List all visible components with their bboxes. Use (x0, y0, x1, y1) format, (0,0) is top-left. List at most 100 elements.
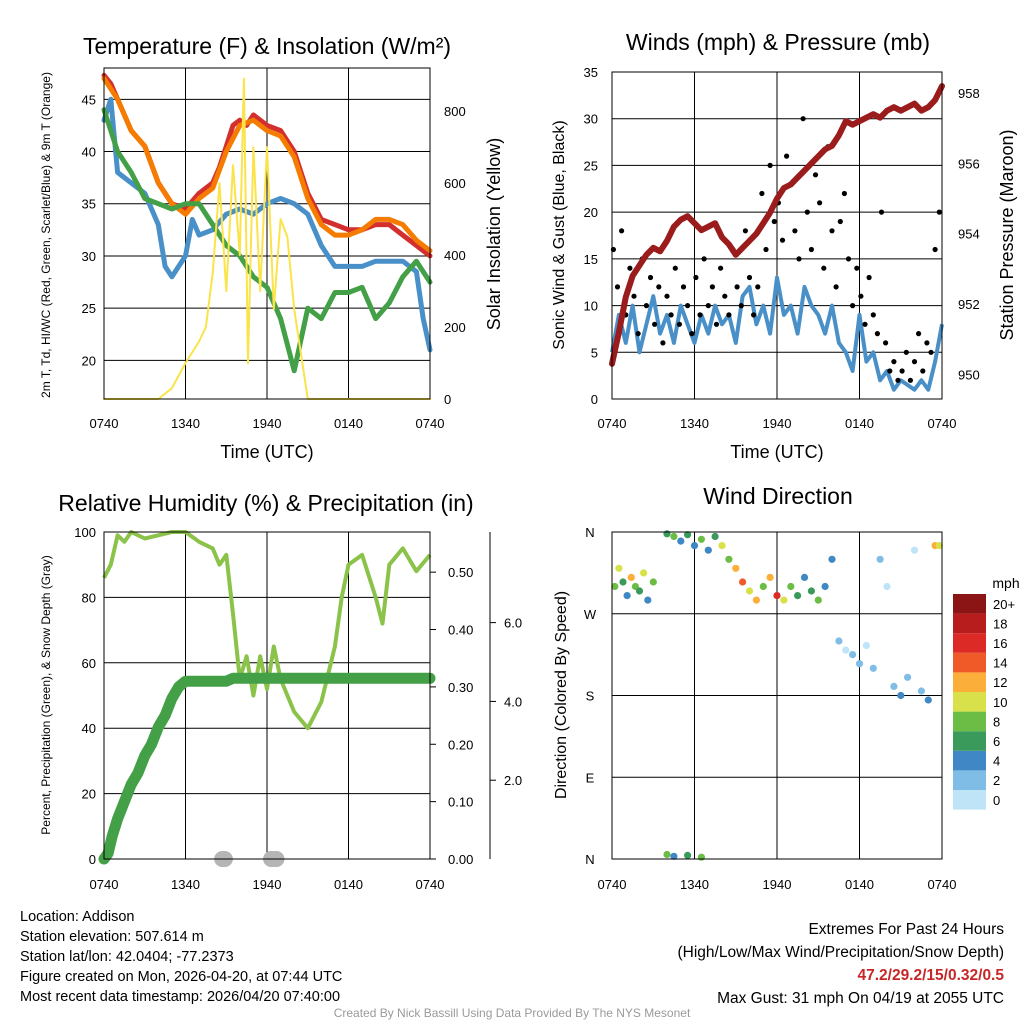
gust-point (878, 209, 885, 215)
speed-legend-swatch (953, 770, 986, 790)
winds-y-tick: 5 (591, 345, 598, 360)
wind-direction-point (883, 582, 891, 591)
direction-y-tick: N (585, 852, 594, 867)
gust-point (837, 218, 843, 225)
temperature-series-line (101, 96, 433, 353)
speed-legend-swatch (953, 672, 986, 692)
gust-point (742, 228, 749, 234)
station-info: Location: Addison Station elevation: 507… (20, 907, 342, 1007)
gust-point (899, 368, 905, 374)
wind-direction-point (842, 646, 850, 654)
wind-direction-y-label: Direction (Colored By Speed) (553, 591, 570, 799)
wind-direction-point (697, 853, 706, 861)
insolation-y-tick: 600 (444, 176, 466, 191)
pressure-y-label: Station Pressure (Maroon) (997, 129, 1017, 340)
precip-y-tick: 0.30 (448, 680, 473, 695)
gust-point (866, 274, 872, 281)
temperature-x-tick: 1940 (253, 416, 282, 431)
pressure-y-tick: 952 (958, 297, 980, 312)
gust-point (664, 293, 670, 299)
wind-direction-grid (612, 532, 942, 859)
gust-point (907, 377, 914, 383)
gust-point (755, 284, 761, 290)
snow-y-tick: 4.0 (504, 694, 522, 709)
wind-direction-ticks: 0740 1340 1940 0140 0740 N E S W N (584, 525, 957, 892)
gust-point (726, 312, 732, 318)
gust-point (619, 228, 625, 234)
gust-point (784, 153, 790, 159)
gust-point (631, 293, 637, 299)
wind-direction-point (615, 564, 623, 572)
temperature-panel: Temperature (F) & Insolation (W/m²) 0740… (39, 33, 504, 462)
gust-point (920, 368, 926, 374)
direction-x-tick: 0740 (598, 877, 627, 892)
direction-y-tick: N (585, 525, 594, 540)
winds-y-tick: 35 (584, 65, 598, 80)
gust-point (779, 237, 786, 243)
temperature-y-label: 2m T, Td, HI/WC (Red, Green, Scarlet/Blu… (39, 72, 53, 398)
wind-direction-point (780, 596, 788, 604)
extremes-box: Extremes For Past 24 Hours (High/Low/Max… (678, 918, 1005, 1010)
temperature-x-label: Time (UTC) (220, 442, 313, 462)
wind-direction-point (649, 578, 657, 586)
gust-point (722, 293, 728, 299)
temperature-ticks: 0740 1340 1940 0140 0740 20 25 30 35 40 45 0 200 400 6… (82, 92, 466, 431)
wind-direction-point (745, 587, 754, 595)
speed-legend-label: 2 (993, 773, 1000, 788)
gust-point (635, 331, 641, 337)
speed-legend-swatch (953, 711, 986, 732)
wind-direction-point (828, 555, 836, 563)
wind-direction-point (835, 637, 843, 645)
gust-point (767, 162, 773, 168)
extremes-title: Extremes For Past 24 Hours (808, 921, 1004, 938)
gust-point (697, 312, 703, 318)
station-elevation: Station elevation: 507.614 m (20, 929, 204, 945)
speed-legend-label: 16 (993, 636, 1007, 651)
winds-grid (612, 72, 942, 399)
winds-x-tick: 1340 (680, 416, 709, 431)
wind-direction-point (644, 596, 652, 604)
insolation-y-tick: 200 (444, 320, 466, 335)
winds-x-tick: 0140 (845, 416, 874, 431)
gust-point (833, 284, 839, 290)
credit-line: Created By Nick Bassill Using Data Provi… (333, 1006, 691, 1020)
precipitation-line (98, 672, 436, 865)
speed-legend-swatch (953, 692, 986, 712)
wind-direction-point (718, 542, 726, 550)
winds-y-tick: 15 (584, 252, 598, 267)
temperature-y-tick: 30 (82, 249, 96, 264)
speed-legend-label: 18 (993, 616, 1007, 631)
station-location: Location: Addison (20, 909, 135, 925)
temperature-y-tick: 40 (82, 145, 96, 160)
wind-direction-point (725, 555, 733, 563)
winds-x-tick: 0740 (928, 416, 957, 431)
temperature-y-tick: 20 (82, 353, 96, 368)
temperature-x-tick: 0140 (334, 416, 363, 431)
insolation-y-tick: 400 (444, 248, 466, 263)
gust-point (701, 256, 707, 262)
gust-point (746, 274, 753, 281)
gust-point (668, 312, 674, 318)
wind-direction-point (711, 532, 719, 541)
gust-point (693, 274, 699, 281)
winds-series (609, 83, 945, 392)
winds-y-tick: 0 (591, 392, 598, 407)
wind-direction-point (677, 537, 685, 545)
wind-direction-point (627, 573, 635, 582)
gust-point (713, 321, 720, 327)
gust-point (808, 246, 815, 253)
gust-point (911, 359, 918, 365)
wind-direction-point (821, 582, 829, 591)
humidity-y-tick: 60 (82, 656, 96, 671)
snow-y-tick: 2.0 (504, 773, 522, 788)
gust-point (883, 340, 889, 346)
winds-y-tick: 10 (584, 299, 598, 314)
insolation-y-label: Solar Insolation (Yellow) (484, 138, 504, 330)
winds-panel-title: Winds (mph) & Pressure (mb) (626, 29, 930, 55)
humidity-x-tick: 1340 (171, 877, 200, 892)
winds-plot-frame (611, 71, 943, 400)
humidity-y-label: Percent, Precipitation (Green), & Snow D… (39, 555, 53, 834)
pressure-line (609, 83, 945, 367)
wind-direction-point (611, 582, 619, 591)
wind-direction-point (869, 664, 877, 672)
